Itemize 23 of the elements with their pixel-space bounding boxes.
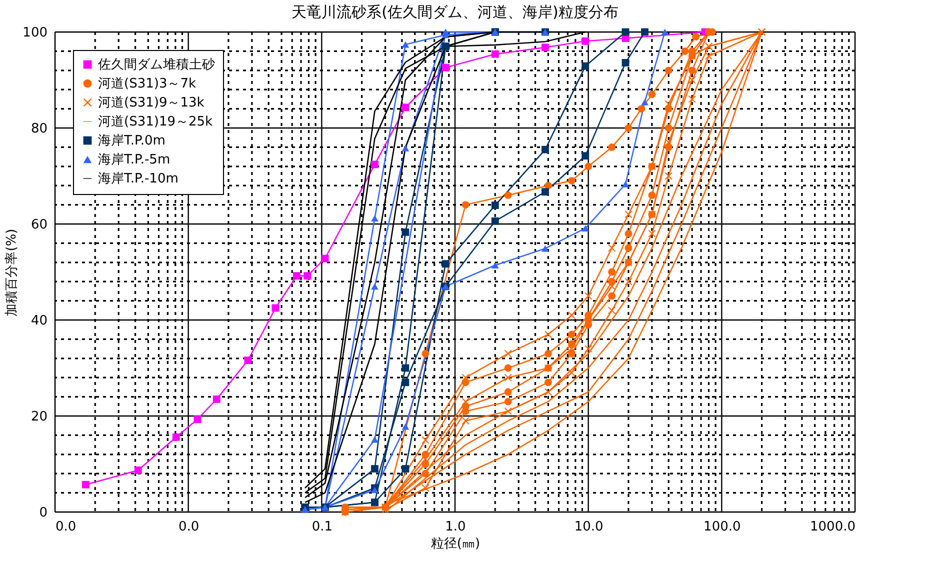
x-tick-label: 10.0: [574, 520, 604, 534]
y-tick-label: 100: [22, 26, 48, 40]
x-tick-label: 0.0: [178, 520, 200, 534]
legend-label: 河道(S31)9～13k: [98, 96, 205, 110]
legend-label: 河道(S31)3～7k: [98, 76, 196, 92]
y-tick-label: 40: [30, 314, 48, 328]
legend-label: 海岸T.P.-5m: [98, 152, 170, 168]
x-tick-label: 100.0: [704, 520, 741, 534]
legend-label: 河道(S31)19～25k: [98, 114, 214, 130]
legend-label: 海岸T.P.0m: [98, 134, 166, 148]
y-tick-label: 60: [30, 218, 48, 232]
y-tick-label: 20: [30, 410, 48, 424]
x-tick-label: 0.0: [56, 520, 76, 534]
y-tick-label: 0: [39, 506, 48, 520]
chart-title: 天竜川流砂系(佐久間ダム、河道、海岸)粒度分布: [292, 3, 618, 21]
legend-label: 海岸T.P.-10m: [98, 172, 178, 186]
legend-label: 佐久間ダム堆積土砂: [98, 58, 215, 72]
x-axis-title: 粒径(㎜): [430, 536, 480, 552]
y-tick-label: 80: [30, 122, 48, 136]
x-tick-label: 0.1: [312, 520, 333, 534]
x-tick-label: 1000.0: [810, 520, 856, 534]
y-axis-title: 加積百分率(%): [4, 228, 20, 316]
x-tick-label: 1.0: [445, 520, 466, 534]
